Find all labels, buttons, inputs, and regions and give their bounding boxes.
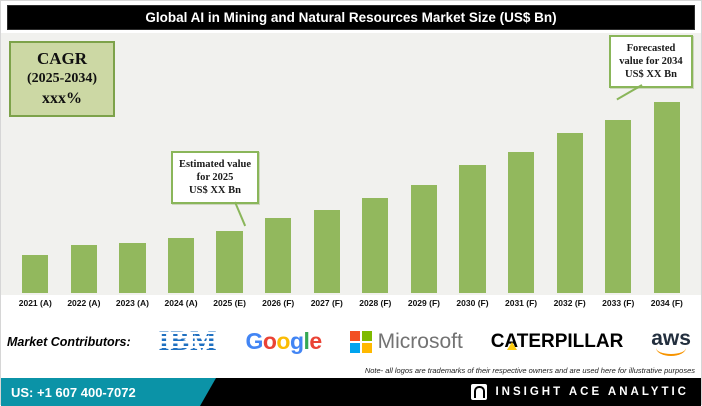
x-axis-label: 2027 (F): [310, 298, 343, 308]
bar-2023 (A): [119, 243, 146, 293]
insight-ace-logo-icon: [471, 384, 488, 400]
ibm-logo: IBM: [156, 325, 220, 357]
bar-2031 (F): [507, 152, 535, 293]
bar-2021 (A): [22, 255, 49, 293]
forecasted-value-label: Forecasted value for 2034: [619, 43, 683, 68]
bar-column: 2026 (F): [254, 218, 303, 313]
aws-smile-icon: [656, 348, 687, 356]
bar-column: 2023 (A): [108, 243, 157, 313]
x-axis-label: 2024 (A): [164, 298, 198, 308]
bar-column: 2030 (F): [448, 165, 497, 313]
bar-column: 2032 (F): [545, 133, 594, 313]
bar-2033 (F): [605, 120, 632, 293]
bar-column: 2027 (F): [302, 210, 351, 313]
bar-chart: 2021 (A) 2022 (A) 2023 (A) 2024 (A) 2025 (E)…: [11, 33, 691, 313]
x-axis-label: 2033 (F): [602, 298, 635, 308]
forecasted-value-amount: US$ XX Bn: [625, 69, 677, 81]
bar-2027 (F): [313, 210, 340, 293]
x-axis-label: 2029 (F): [407, 298, 440, 308]
google-letter: o: [262, 328, 277, 354]
market-contributors-strip: Market Contributors: IBM Google Microsof…: [1, 313, 701, 378]
page-title: Global AI in Mining and Natural Resource…: [7, 5, 695, 30]
bar-column: 2028 (F): [351, 198, 400, 313]
bar-column: 2021 (A): [11, 255, 60, 313]
cagr-box: CAGR (2025-2034) xxx%: [9, 41, 115, 117]
x-axis-label: 2031 (F): [505, 298, 538, 308]
bar-2026 (F): [265, 218, 292, 293]
x-axis-label: 2028 (F): [359, 298, 392, 308]
x-axis-label: 2034 (F): [650, 298, 683, 308]
page-title-text: Global AI in Mining and Natural Resource…: [145, 10, 557, 25]
bar-2025 (E): [216, 231, 243, 293]
bar-2032 (F): [556, 133, 583, 293]
trademark-note: Note- all logos are trademarks of their …: [364, 366, 695, 375]
caterpillar-logo: CATERPILLAR: [491, 331, 624, 353]
bar-column: 2033 (F): [594, 120, 643, 313]
aws-logo: aws: [651, 328, 691, 356]
market-contributors-label: Market Contributors:: [7, 334, 131, 349]
x-axis-label: 2025 (E): [213, 298, 246, 308]
bar-2029 (F): [410, 185, 438, 293]
bar-column: 2025 (E): [205, 231, 254, 313]
footer-bar: US: +1 607 400-7072 INSIGHT ACE ANALYTIC: [1, 378, 701, 406]
cagr-value: xxx%: [42, 90, 82, 107]
brand-name: INSIGHT ACE ANALYTIC: [495, 386, 689, 398]
cagr-title: CAGR: [36, 49, 88, 68]
x-axis-label: 2026 (F): [262, 298, 295, 308]
microsoft-square-blue: [349, 342, 360, 353]
cagr-range: (2025-2034): [27, 71, 97, 86]
bar-column: 2022 (A): [60, 245, 109, 313]
estimated-value-amount: US$ XX Bn: [189, 185, 241, 197]
caterpillar-wordmark: CATERPILLAR: [490, 330, 624, 352]
contact-phone: US: +1 607 400-7072: [1, 378, 216, 406]
forecasted-value-callout: Forecasted value for 2034 US$ XX Bn: [609, 35, 693, 89]
brand-block: INSIGHT ACE ANALYTIC: [471, 378, 701, 406]
x-axis-label: 2030 (F): [456, 298, 489, 308]
estimated-value-label: Estimated value for 2025: [178, 159, 252, 184]
google-letter: o: [276, 328, 290, 354]
x-axis-label: 2023 (A): [115, 298, 149, 308]
bar-2034 (F): [653, 102, 680, 293]
bar-chart-region: 2021 (A) 2022 (A) 2023 (A) 2024 (A) 2025 (E)…: [1, 33, 701, 313]
bar-2028 (F): [362, 198, 389, 293]
microsoft-logo: Microsoft: [349, 329, 463, 354]
bar-column: 2034 (F): [643, 102, 692, 313]
bar-2030 (F): [459, 165, 486, 293]
microsoft-square-yellow: [361, 342, 372, 353]
microsoft-square-green: [361, 330, 372, 341]
google-letter: g: [289, 328, 304, 354]
google-logo: Google: [245, 328, 322, 355]
estimated-value-callout: Estimated value for 2025 US$ XX Bn: [171, 151, 259, 205]
x-axis-label: 2021 (A): [18, 298, 52, 308]
microsoft-wordmark: Microsoft: [377, 329, 463, 353]
x-axis-label: 2032 (F): [553, 298, 586, 308]
bar-column: 2031 (F): [497, 152, 546, 313]
bar-column: 2024 (A): [157, 238, 206, 313]
microsoft-squares-icon: [349, 330, 372, 353]
google-letter: l: [303, 328, 310, 354]
bar-column: 2029 (F): [400, 185, 449, 313]
microsoft-square-red: [349, 330, 360, 341]
google-letter: e: [309, 328, 322, 354]
contact-phone-text: US: +1 607 400-7072: [11, 384, 136, 400]
bar-2024 (A): [167, 238, 195, 293]
google-letter: G: [245, 328, 263, 354]
aws-wordmark: aws: [651, 326, 691, 350]
caterpillar-triangle-icon: [506, 341, 517, 350]
bar-2022 (A): [70, 245, 97, 293]
x-axis-label: 2022 (A): [67, 298, 101, 308]
